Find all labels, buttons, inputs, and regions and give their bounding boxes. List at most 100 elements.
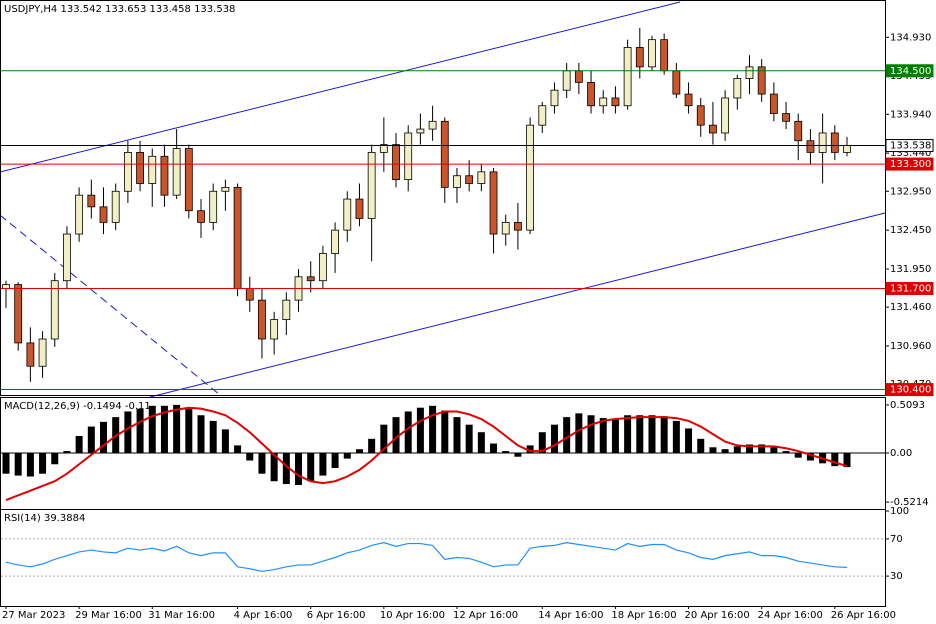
macd-bar [416,407,424,453]
y-tick-label: 0.00 [890,448,912,459]
candle-body [648,39,656,68]
macd-bar [599,418,607,453]
macd-bar [733,446,741,453]
macd-bar [490,443,498,453]
x-tick-label: 20 Apr 16:00 [685,610,750,621]
macd-bar [173,404,181,453]
candle-body [355,198,364,219]
price-label: 130.400 [890,385,931,396]
candle-body [270,319,279,340]
candle-body [50,280,59,340]
panel-border [0,509,886,607]
candle-body [501,221,510,235]
price-label-box [885,157,934,171]
x-tick-label: 14 Apr 16:00 [538,610,603,621]
macd-bar [331,452,339,469]
price-label: 131.700 [890,283,931,294]
y-tick-label: 133.940 [890,109,931,120]
candle-body [197,210,205,223]
macd-bar [355,449,363,453]
candle-body [684,93,693,107]
macd-bar [465,424,473,453]
panel-title: RSI(14) 39.3884 [4,513,85,524]
candle-body [465,175,474,184]
candle-body [733,78,742,99]
macd-bar [550,424,558,453]
candle-body [14,284,23,344]
candle-body [38,338,47,367]
macd-bar [404,411,412,453]
candle-body [160,155,169,196]
y-tick-label: 131.460 [890,302,931,313]
macd-bar [63,451,71,453]
trendlines [0,1,886,398]
macd-bar [806,452,814,461]
panel-title: MACD(12,26,9) -0.1494 -0.11 [4,401,151,412]
macd-bar [221,429,229,453]
macd-bar [429,405,437,453]
candle-body [611,97,620,107]
candle-body [404,132,413,181]
candle-body [782,113,790,122]
candle-body [318,253,327,282]
macd-bar [136,408,144,453]
macd-bar [380,424,388,453]
macd-bar [709,447,717,453]
candle-body [343,198,352,231]
y-tick-label: 0.5093 [890,400,925,411]
candle-body [526,124,535,231]
macd-bar [745,444,753,453]
price-label-box [885,64,934,78]
macd-bar [624,415,632,453]
candle-body [635,47,644,68]
candle-body [306,276,315,282]
macd-bar [295,452,303,486]
candle-body [282,299,291,320]
macd-bar [26,452,34,477]
candle-body [538,105,547,126]
macd-bar [14,452,22,476]
candle-body [209,190,218,223]
y-tick-label: 130.960 [890,341,931,352]
macd-bar [587,415,595,453]
candle-body [331,229,339,254]
macd-bar [477,432,485,453]
candle-body [514,221,522,231]
candle-body [26,342,35,367]
y-tick-label: 100 [890,506,909,517]
candle-body [660,39,669,72]
upper-channel-line [0,1,681,173]
candle-body [148,155,157,184]
price-label-box [885,139,934,153]
x-tick-label: 12 Apr 16:00 [453,610,518,621]
panel-title: USDJPY,H4 133.542 133.653 133.458 133.53… [4,4,235,15]
candle-body [99,206,108,223]
rsi-line [5,541,848,573]
x-tick-label: 31 Mar 16:00 [148,610,215,621]
macd-bar [502,451,510,453]
macd-bar [368,438,376,453]
macd-bar [51,452,59,465]
candle-body [830,132,839,153]
y-tick-label: 134.930 [890,32,931,43]
price-label: 133.538 [890,141,931,152]
x-tick-label: 29 Mar 16:00 [75,610,142,621]
macd-bar [209,420,217,453]
macd-bar [392,417,400,453]
candle-body [587,82,595,107]
x-tick-label: 24 Apr 16:00 [758,610,823,621]
macd-bar [197,415,205,453]
macd-bar [526,445,534,453]
y-tick-label: 133.440 [890,148,931,159]
macd-bar [441,410,449,453]
dashed-trendline [0,214,221,396]
candle-body [172,148,181,196]
candle-body [416,128,425,134]
x-tick-label: 10 Apr 16:00 [380,610,445,621]
macd-bar [453,417,461,453]
macd-bar [246,452,254,461]
price-label-box [885,383,934,397]
x-tick-label: 18 Apr 16:00 [611,610,676,621]
price-label: 133.300 [890,159,931,170]
